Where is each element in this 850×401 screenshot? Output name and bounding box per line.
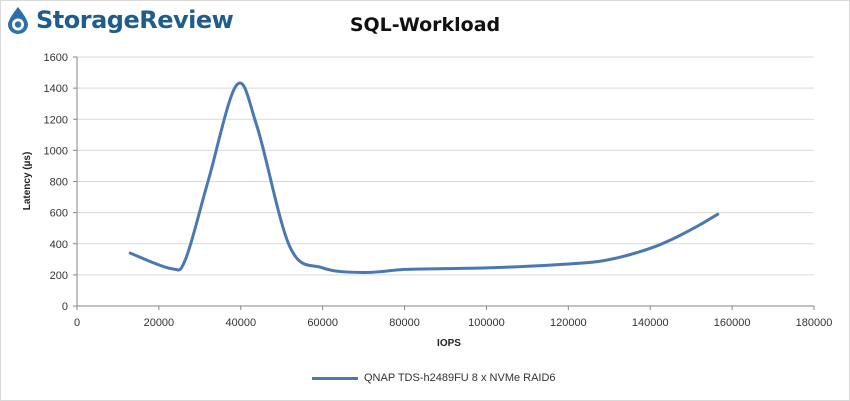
y-tick-labels: 0 200 400 600 800 1000 1200 1400 1600 [44, 52, 68, 313]
series-line [128, 81, 720, 275]
legend-swatch [312, 376, 358, 380]
x-tick-label: 100000 [468, 317, 505, 329]
x-tick-label: 140000 [632, 317, 669, 329]
y-tick-label: 1000 [44, 145, 68, 157]
x-axis-title: IOPS [437, 338, 461, 349]
x-tick-label: 60000 [307, 317, 338, 329]
x-tick-label: 160000 [714, 317, 751, 329]
x-tick-label: 80000 [389, 317, 420, 329]
logo-text: StorageReview [36, 6, 234, 34]
logo: StorageReview [6, 5, 234, 35]
storagereview-drop-icon [8, 7, 28, 34]
y-tick-label: 400 [50, 239, 68, 251]
gridlines [77, 56, 814, 276]
axes [73, 56, 815, 310]
y-axis-title: Latency (µs) [22, 152, 33, 211]
x-tick-labels: 0 20000 40000 60000 80000 100000 120000 140000 1… [74, 317, 832, 329]
y-tick-label: 200 [50, 270, 68, 282]
x-tick-label: 180000 [796, 317, 833, 329]
x-tick-label: 40000 [225, 317, 256, 329]
y-tick-label: 1400 [44, 83, 68, 95]
legend-series-label: QNAP TDS-h2489FU 8 x NVMe RAID6 [364, 372, 556, 384]
x-tick-label: 20000 [144, 317, 175, 329]
chart-title: SQL-Workload [349, 14, 501, 36]
legend: QNAP TDS-h2489FU 8 x NVMe RAID6 [312, 372, 556, 384]
x-tick-label: 0 [74, 317, 80, 329]
y-tick-label: 800 [50, 177, 68, 189]
y-tick-label: 1200 [44, 114, 68, 126]
y-tick-label: 0 [62, 301, 68, 313]
series-lines [128, 81, 720, 275]
y-tick-label: 1600 [44, 52, 68, 64]
x-tick-label: 120000 [550, 317, 587, 329]
y-tick-label: 600 [50, 208, 68, 220]
